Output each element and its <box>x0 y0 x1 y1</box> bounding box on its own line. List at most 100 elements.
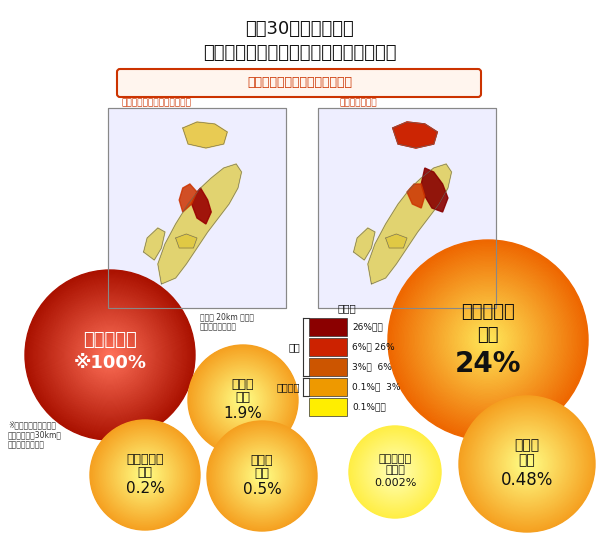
Circle shape <box>103 433 187 517</box>
Text: 1.9%: 1.9% <box>224 406 262 421</box>
Circle shape <box>370 447 420 496</box>
Circle shape <box>459 396 595 532</box>
Circle shape <box>369 446 421 498</box>
Circle shape <box>101 431 188 518</box>
Circle shape <box>74 319 146 391</box>
Circle shape <box>212 426 312 526</box>
Circle shape <box>213 427 311 525</box>
Circle shape <box>43 288 177 422</box>
Circle shape <box>249 463 275 489</box>
Circle shape <box>499 436 555 492</box>
Circle shape <box>390 467 400 477</box>
Circle shape <box>119 450 170 500</box>
Circle shape <box>86 331 134 380</box>
Bar <box>108 108 286 308</box>
Circle shape <box>229 443 295 509</box>
Bar <box>309 318 347 336</box>
Circle shape <box>94 339 126 371</box>
Circle shape <box>352 429 437 515</box>
Circle shape <box>236 393 250 407</box>
Circle shape <box>471 408 583 520</box>
Circle shape <box>415 267 560 413</box>
Circle shape <box>475 412 579 516</box>
Circle shape <box>389 466 401 478</box>
Circle shape <box>418 270 558 410</box>
Circle shape <box>397 249 579 431</box>
Circle shape <box>517 454 537 474</box>
Circle shape <box>374 451 416 493</box>
Circle shape <box>215 429 310 523</box>
Circle shape <box>90 420 200 530</box>
Circle shape <box>216 430 308 522</box>
Text: 0.002%: 0.002% <box>374 478 416 488</box>
Circle shape <box>469 406 586 523</box>
Circle shape <box>100 344 121 366</box>
Circle shape <box>429 281 547 399</box>
Circle shape <box>403 255 573 425</box>
Circle shape <box>191 348 295 452</box>
Circle shape <box>484 420 571 507</box>
Circle shape <box>124 455 166 496</box>
Circle shape <box>439 291 537 389</box>
Circle shape <box>207 421 317 531</box>
Circle shape <box>235 392 251 408</box>
Circle shape <box>368 445 422 499</box>
Circle shape <box>55 300 165 410</box>
Circle shape <box>462 314 514 366</box>
Circle shape <box>391 468 399 476</box>
Circle shape <box>479 415 575 512</box>
Circle shape <box>211 425 313 527</box>
Circle shape <box>257 471 267 481</box>
Circle shape <box>203 360 283 440</box>
Circle shape <box>227 441 296 510</box>
Circle shape <box>110 440 180 510</box>
Circle shape <box>511 448 543 480</box>
Circle shape <box>223 437 301 515</box>
Circle shape <box>217 431 307 521</box>
Bar <box>309 338 347 356</box>
Circle shape <box>104 349 116 361</box>
Circle shape <box>374 451 416 493</box>
Circle shape <box>358 435 432 509</box>
Circle shape <box>372 449 418 495</box>
Circle shape <box>199 356 287 444</box>
Circle shape <box>109 439 181 511</box>
Circle shape <box>349 426 441 518</box>
Circle shape <box>138 468 152 482</box>
Text: 自然災害や事故などの発生確率との比較: 自然災害や事故などの発生確率との比較 <box>203 44 397 62</box>
Circle shape <box>376 452 415 491</box>
Circle shape <box>461 312 515 368</box>
Text: 被災: 被災 <box>235 391 251 404</box>
Circle shape <box>466 317 511 363</box>
Circle shape <box>506 443 548 485</box>
Circle shape <box>190 347 296 453</box>
Circle shape <box>212 426 311 526</box>
Circle shape <box>479 331 497 349</box>
Circle shape <box>516 453 538 475</box>
Circle shape <box>95 425 195 525</box>
Circle shape <box>463 399 592 528</box>
Circle shape <box>242 456 282 496</box>
Circle shape <box>196 353 290 447</box>
Circle shape <box>353 430 436 514</box>
Circle shape <box>112 442 178 508</box>
Circle shape <box>365 442 425 502</box>
Circle shape <box>470 322 505 358</box>
Circle shape <box>232 446 292 506</box>
Circle shape <box>209 423 315 529</box>
Circle shape <box>122 452 169 498</box>
Circle shape <box>453 305 523 375</box>
Circle shape <box>481 418 573 510</box>
Circle shape <box>25 270 195 440</box>
Circle shape <box>97 427 193 523</box>
Circle shape <box>63 308 157 402</box>
Circle shape <box>413 265 563 415</box>
Circle shape <box>367 445 422 500</box>
Circle shape <box>367 444 423 500</box>
Circle shape <box>205 362 281 438</box>
Circle shape <box>398 250 578 430</box>
Circle shape <box>360 437 430 507</box>
Circle shape <box>467 404 587 523</box>
Circle shape <box>237 394 249 406</box>
Circle shape <box>476 413 578 515</box>
